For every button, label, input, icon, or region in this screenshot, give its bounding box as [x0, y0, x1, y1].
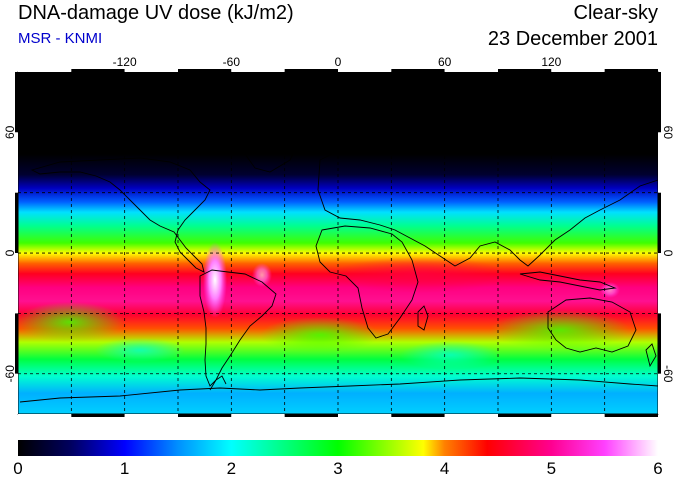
- coast-africa: [315, 225, 419, 339]
- longitude-label-top: 120: [541, 55, 561, 69]
- longitude-label-top: 0: [335, 55, 342, 69]
- data-source-label: MSR - KNMI: [18, 30, 103, 47]
- brazil-hotspot: [252, 263, 272, 287]
- frame-tick-bottom: [551, 414, 605, 417]
- longitude-label-top: 60: [438, 55, 452, 69]
- frame-tick-left: [15, 313, 18, 374]
- frame-tick-right: [658, 313, 661, 374]
- frame-tick-top: [604, 69, 658, 72]
- longitude-label-top: -120: [113, 55, 137, 69]
- frame-tick-top: [444, 69, 498, 72]
- frame-tick-bottom: [391, 414, 445, 417]
- plot-area: [18, 72, 658, 414]
- field-patch: [260, 317, 380, 353]
- map-title: DNA-damage UV dose (kJ/m2): [18, 2, 294, 24]
- colorbar-tick-label: 0: [13, 459, 22, 478]
- colorbar-tick-labels: 0 1 2 3 4 5 6: [13, 459, 662, 478]
- andes-hotspot: [203, 242, 227, 318]
- longitude-labels-top: -120 -60 0 60 120: [113, 55, 562, 69]
- frame-tick-bottom: [444, 414, 498, 417]
- frame-tick-bottom: [124, 414, 178, 417]
- coast-antarctic-peninsula: [209, 375, 227, 391]
- frame-tick-left: [15, 132, 18, 193]
- latitude-label-right: 60: [661, 126, 675, 140]
- frame-tick-top: [338, 69, 392, 72]
- frame-tick-left: [15, 253, 18, 314]
- frame-tick-right: [658, 72, 661, 133]
- frame-tick-top: [284, 69, 338, 72]
- latitude-labels-right: 60 0 -60: [661, 126, 675, 383]
- uv-dose-map-svg: -120 -60 0 60 120 -120 -60 0 60 120 60 0 -60 60 0 -6…: [3, 55, 675, 417]
- colorbar-svg: 0 1 2 3 4 5 6: [13, 440, 663, 478]
- frame-tick-bottom: [18, 414, 72, 417]
- frame-tick-top: [124, 69, 178, 72]
- latitude-label-left: 0: [3, 249, 17, 256]
- latitude-label-left: 60: [3, 125, 17, 139]
- frame-tick-top: [391, 69, 445, 72]
- frame-tick-top: [18, 69, 72, 72]
- latitude-label-right: -60: [661, 365, 675, 383]
- longitude-label-top: -60: [223, 55, 241, 69]
- frame-tick-bottom: [71, 414, 125, 417]
- colorbar-tick-label: 3: [333, 459, 342, 478]
- graticule: [18, 72, 658, 414]
- frame-tick-bottom: [604, 414, 658, 417]
- colorbar: 0 1 2 3 4 5 6: [0, 430, 678, 480]
- latitude-label-right: 0: [661, 250, 675, 257]
- frame-ticks: [15, 69, 661, 417]
- frame-tick-left: [15, 72, 18, 133]
- coast-eurasia: [317, 133, 658, 267]
- coast-australia: [547, 297, 637, 353]
- coast-indonesia: [519, 271, 617, 291]
- field-patch: [490, 310, 630, 350]
- frame-tick-top: [231, 69, 285, 72]
- frame-tick-top: [551, 69, 605, 72]
- coast-greenland: [237, 121, 301, 173]
- frame-tick-left: [15, 192, 18, 254]
- frame-tick-top: [498, 69, 552, 72]
- frame-tick-bottom: [338, 414, 392, 417]
- frame-tick-right: [658, 192, 661, 254]
- coast-antarctica: [19, 377, 658, 403]
- colorbar-tick-label: 6: [653, 459, 662, 478]
- coast-madagascar: [417, 305, 429, 331]
- field-patch: [18, 302, 125, 342]
- sky-condition-label: Clear-sky: [573, 2, 658, 24]
- coast-new-zealand: [645, 343, 657, 368]
- coast-south-america: [199, 269, 277, 387]
- frame-tick-right: [658, 373, 661, 414]
- frame-tick-top: [178, 69, 232, 72]
- frame-tick-bottom: [498, 414, 552, 417]
- uv-dose-map: -120 -60 0 60 120 -120 -60 0 60 120 60 0 -60 60 0 -6…: [0, 50, 678, 420]
- latitude-label-left: -60: [3, 365, 17, 383]
- frame-tick-bottom: [284, 414, 338, 417]
- field-patch: [330, 257, 510, 293]
- frame-tick-top: [71, 69, 125, 72]
- latitude-labels-left: 60 0 -60: [3, 125, 17, 382]
- colorbar-tick-label: 1: [120, 459, 129, 478]
- colorbar-gradient: [18, 440, 658, 456]
- field-patch: [95, 338, 185, 362]
- frame-tick-bottom: [231, 414, 285, 417]
- field-patch: [400, 341, 500, 369]
- colorbar-tick-label: 2: [227, 459, 236, 478]
- frame-tick-left: [15, 373, 18, 414]
- colorbar-tick-label: 4: [440, 459, 449, 478]
- coastlines: [19, 121, 658, 403]
- frame-tick-right: [658, 253, 661, 314]
- frame-tick-bottom: [178, 414, 232, 417]
- frame-tick-right: [658, 132, 661, 193]
- date-label: 23 December 2001: [487, 28, 658, 50]
- colorbar-tick-label: 5: [547, 459, 556, 478]
- coast-north-america: [30, 157, 211, 273]
